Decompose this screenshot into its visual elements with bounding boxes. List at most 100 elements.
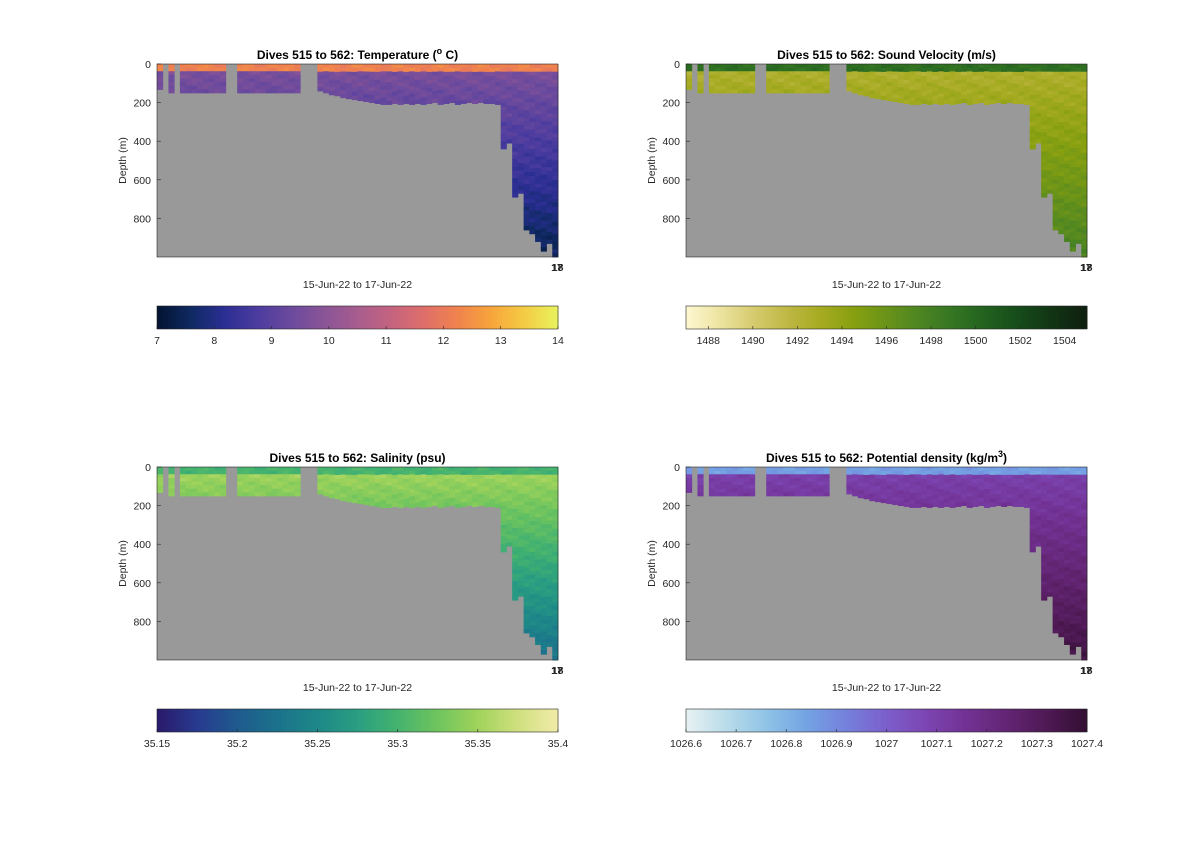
profile-cell bbox=[517, 166, 525, 171]
profile-cell bbox=[535, 156, 542, 161]
profile-cell bbox=[220, 82, 227, 87]
profile-cell bbox=[800, 492, 807, 497]
colorbar-swatch bbox=[810, 306, 813, 329]
profile-cell bbox=[875, 470, 882, 476]
profile-cell bbox=[949, 64, 956, 69]
profile-cell bbox=[197, 485, 204, 490]
profile-cell bbox=[546, 193, 553, 199]
profile-cell bbox=[237, 467, 244, 472]
profile-cell bbox=[351, 75, 358, 81]
profile-cell bbox=[1035, 112, 1042, 118]
profile-cell bbox=[420, 97, 427, 102]
profile-cell bbox=[540, 94, 547, 99]
profile-cell bbox=[737, 481, 744, 486]
profile-cell bbox=[540, 155, 547, 160]
profile-cell bbox=[512, 166, 519, 171]
profile-cell bbox=[552, 114, 559, 119]
profile-cell bbox=[1018, 474, 1025, 480]
profile-cell bbox=[552, 152, 559, 158]
profile-cell bbox=[1058, 98, 1065, 103]
profile-cell bbox=[794, 78, 801, 83]
colorbar-swatch bbox=[692, 709, 695, 732]
profile-cell bbox=[1081, 210, 1088, 215]
colorbar-swatch bbox=[960, 709, 964, 732]
colorbar-swatch bbox=[868, 306, 871, 329]
profile-cell bbox=[540, 638, 547, 644]
profile-cell bbox=[500, 64, 507, 69]
profile-cell bbox=[857, 67, 864, 73]
profile-cell bbox=[737, 78, 744, 83]
profile-cell bbox=[529, 195, 536, 200]
profile-cell bbox=[794, 485, 801, 490]
profile-cell bbox=[546, 570, 553, 575]
colorbar-swatch bbox=[253, 709, 256, 732]
profile-cell bbox=[812, 71, 819, 76]
profile-cell bbox=[529, 578, 536, 584]
profile-cell bbox=[1046, 581, 1054, 586]
profile-cell bbox=[374, 91, 381, 97]
profile-cell bbox=[546, 174, 553, 179]
profile-cell bbox=[535, 87, 542, 92]
colorbar-swatch bbox=[716, 709, 719, 732]
profile-cell bbox=[1041, 584, 1048, 590]
y-tick-label: 800 bbox=[662, 213, 680, 225]
profile-cell bbox=[771, 64, 779, 69]
profile-cell bbox=[191, 467, 198, 472]
colorbar-swatch bbox=[910, 306, 914, 329]
profile-cell bbox=[1075, 474, 1082, 479]
profile-cell bbox=[540, 201, 547, 206]
profile-cell bbox=[535, 218, 542, 223]
profile-cell bbox=[529, 540, 536, 545]
profile-cell bbox=[535, 571, 542, 576]
profile-cell bbox=[1041, 546, 1048, 552]
profile-cell bbox=[197, 89, 204, 94]
profile-cell bbox=[540, 224, 547, 229]
profile-cell bbox=[823, 474, 830, 479]
profile-cell bbox=[880, 67, 887, 73]
profile-cell bbox=[237, 485, 244, 490]
profile-cell bbox=[334, 482, 341, 488]
profile-cell bbox=[426, 490, 433, 496]
profile-cell bbox=[277, 477, 284, 482]
profile-cell bbox=[714, 71, 721, 76]
colorbar-swatch bbox=[936, 709, 940, 732]
profile-cell bbox=[317, 75, 324, 80]
profile-cell bbox=[265, 474, 272, 479]
profile-cell bbox=[540, 117, 547, 122]
profile-cell bbox=[472, 64, 479, 69]
profile-cell bbox=[535, 490, 542, 495]
profile-cell bbox=[546, 581, 553, 586]
colorbar-swatch bbox=[287, 709, 290, 732]
colorbar-swatch bbox=[475, 306, 479, 329]
profile-cell bbox=[1035, 467, 1042, 472]
y-tick-label: 800 bbox=[662, 616, 680, 628]
profile-cell bbox=[686, 488, 693, 493]
profile-cell bbox=[540, 159, 547, 164]
profile-cell bbox=[926, 474, 933, 479]
profile-cell bbox=[1058, 67, 1065, 73]
colorbar-swatch bbox=[946, 709, 950, 732]
profile-cell bbox=[489, 478, 496, 484]
profile-cell bbox=[535, 486, 542, 491]
profile-cell bbox=[955, 502, 962, 507]
profile-cell bbox=[397, 71, 404, 76]
profile-cell bbox=[852, 82, 859, 87]
colorbar-swatch bbox=[1054, 709, 1058, 732]
colorbar-swatch bbox=[982, 306, 986, 329]
profile-cell bbox=[351, 67, 358, 73]
profile-cell bbox=[477, 91, 484, 96]
profile-cell bbox=[1064, 199, 1071, 204]
profile-cell bbox=[437, 467, 444, 472]
profile-cell bbox=[500, 470, 507, 476]
colorbar-swatch bbox=[183, 709, 186, 732]
profile-cell bbox=[726, 85, 733, 90]
colorbar-swatch bbox=[463, 306, 467, 329]
profile-cell bbox=[552, 75, 559, 80]
profile-cell bbox=[535, 179, 542, 185]
profile-cell bbox=[743, 64, 750, 69]
profile-cell bbox=[523, 594, 530, 599]
profile-cell bbox=[1012, 87, 1019, 93]
profile-cell bbox=[726, 74, 733, 79]
colorbar-swatch bbox=[944, 709, 948, 732]
profile-cell bbox=[1075, 566, 1082, 571]
